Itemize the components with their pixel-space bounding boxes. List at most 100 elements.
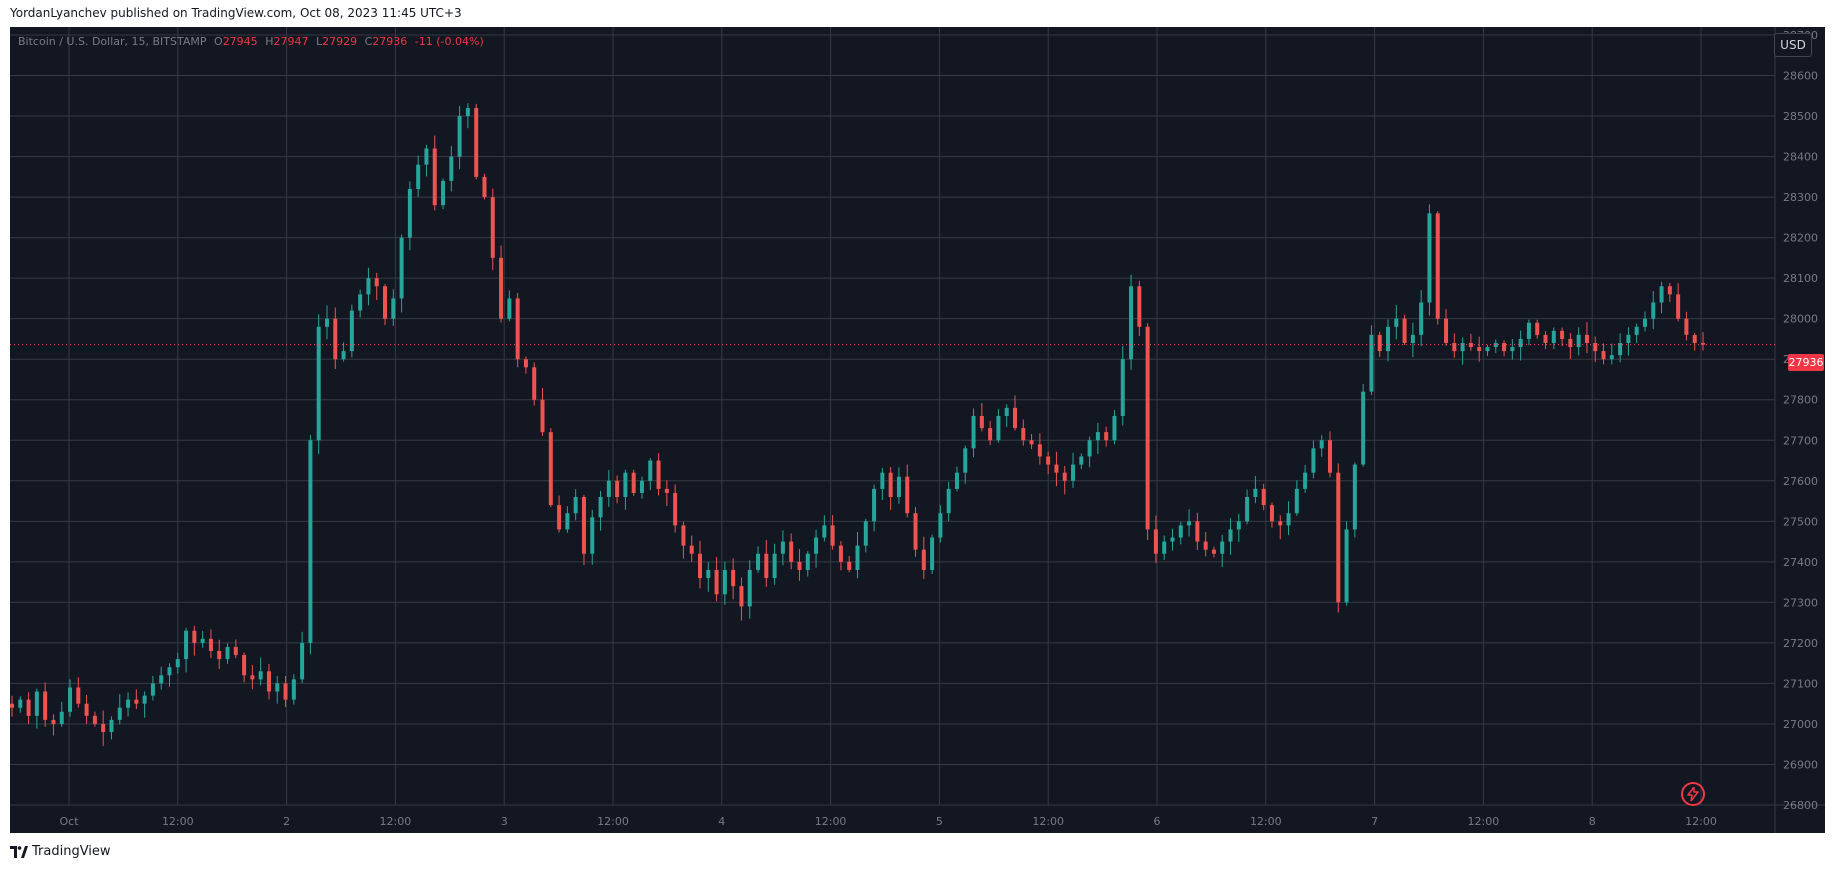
candle — [805, 551, 810, 577]
tradingview-footer[interactable]: TradingView — [10, 844, 111, 859]
open-key: O — [214, 35, 223, 48]
tradingview-brand: TradingView — [32, 844, 111, 859]
candle — [606, 470, 611, 507]
candle — [507, 290, 512, 322]
candle — [656, 453, 661, 496]
candle — [1327, 431, 1332, 478]
x-tick-label: 6 — [1154, 815, 1161, 828]
candle — [51, 714, 56, 736]
candle — [1120, 345, 1125, 426]
candle — [979, 402, 984, 432]
low-key: L — [315, 35, 323, 48]
candle — [814, 529, 819, 568]
candle — [1435, 211, 1440, 325]
candle — [1551, 327, 1556, 350]
y-tick-label: 27400 — [1783, 556, 1818, 569]
candle — [1054, 451, 1059, 487]
candle — [913, 506, 918, 557]
candle — [681, 521, 686, 559]
chart-frame[interactable] — [10, 27, 1825, 833]
candle — [1129, 274, 1134, 370]
candle — [1319, 435, 1324, 457]
candle — [706, 562, 711, 592]
x-tick-label: 2 — [283, 815, 290, 828]
x-tick-label: 12:00 — [1032, 815, 1064, 828]
candle — [1278, 515, 1283, 540]
candle — [988, 421, 993, 446]
candle — [1493, 339, 1498, 354]
candle — [308, 434, 313, 655]
candle — [830, 515, 835, 550]
candle — [838, 541, 843, 571]
candle — [1012, 395, 1017, 431]
candle — [1344, 521, 1349, 606]
ohlc-legend: Bitcoin / U.S. Dollar, 15, BITSTAMP O 279… — [18, 35, 484, 48]
candle — [175, 652, 180, 674]
candle — [1021, 419, 1026, 446]
candle — [1203, 532, 1208, 557]
candle — [1468, 333, 1473, 351]
candle — [441, 178, 446, 210]
y-tick-label: 28200 — [1783, 232, 1818, 245]
candle — [1593, 336, 1598, 363]
candle — [1170, 528, 1175, 551]
candle — [1303, 465, 1308, 493]
candle — [184, 627, 189, 673]
candle — [1377, 331, 1382, 357]
candle — [200, 631, 205, 648]
candle — [1452, 333, 1457, 358]
candle — [1419, 290, 1424, 347]
candle — [399, 234, 404, 313]
candle — [266, 663, 271, 700]
tradingview-logo-icon — [10, 845, 28, 858]
candle — [1079, 453, 1084, 470]
candle — [1460, 337, 1465, 365]
candle — [714, 557, 719, 602]
candle — [457, 105, 462, 170]
price-axis[interactable]: 2870028600285002840028300282002810028000… — [1783, 29, 1818, 812]
candle — [722, 561, 727, 605]
symbol-label: Bitcoin / U.S. Dollar, 15, BITSTAMP — [18, 35, 207, 48]
candle — [1609, 343, 1614, 365]
candle — [639, 476, 644, 499]
candle — [1676, 283, 1681, 322]
candle — [1535, 319, 1540, 339]
lightning-icon[interactable] — [1681, 782, 1705, 806]
candle — [358, 289, 363, 318]
currency-button[interactable]: USD — [1774, 33, 1812, 57]
candle — [1576, 327, 1581, 356]
candle — [1543, 331, 1548, 350]
candle — [1311, 440, 1316, 479]
candle — [1361, 384, 1366, 467]
candle — [1062, 466, 1067, 495]
candle — [1087, 436, 1092, 468]
candle — [1245, 489, 1250, 525]
x-tick-label: 12:00 — [162, 815, 194, 828]
candle — [18, 696, 23, 713]
candle — [349, 304, 354, 358]
candle — [1236, 513, 1241, 542]
candle — [1286, 501, 1291, 535]
low-value: 27929 — [322, 35, 358, 48]
candle — [581, 494, 586, 565]
candle — [921, 536, 926, 579]
candle — [208, 629, 213, 658]
time-axis[interactable]: Oct 12:00 2 12:00 3 12:00 4 12:00 5 12:00 6 12:00 7 1… — [59, 815, 1716, 828]
y-tick-label: 27800 — [1783, 394, 1818, 407]
candle — [847, 555, 852, 573]
candle — [565, 506, 570, 533]
candle — [407, 181, 412, 251]
candle — [540, 388, 545, 436]
close-key: C — [364, 35, 373, 48]
chart-plot[interactable]: 2870028600285002840028300282002810028000… — [10, 27, 1825, 833]
candle — [996, 409, 1001, 443]
candle — [1162, 535, 1167, 560]
candle — [1187, 509, 1192, 537]
candle — [1485, 344, 1490, 357]
y-tick-label: 27300 — [1783, 596, 1818, 609]
candle — [1112, 410, 1117, 445]
candle — [10, 695, 14, 717]
candle — [631, 469, 636, 496]
candle — [573, 489, 578, 521]
y-tick-label: 26800 — [1783, 799, 1818, 812]
